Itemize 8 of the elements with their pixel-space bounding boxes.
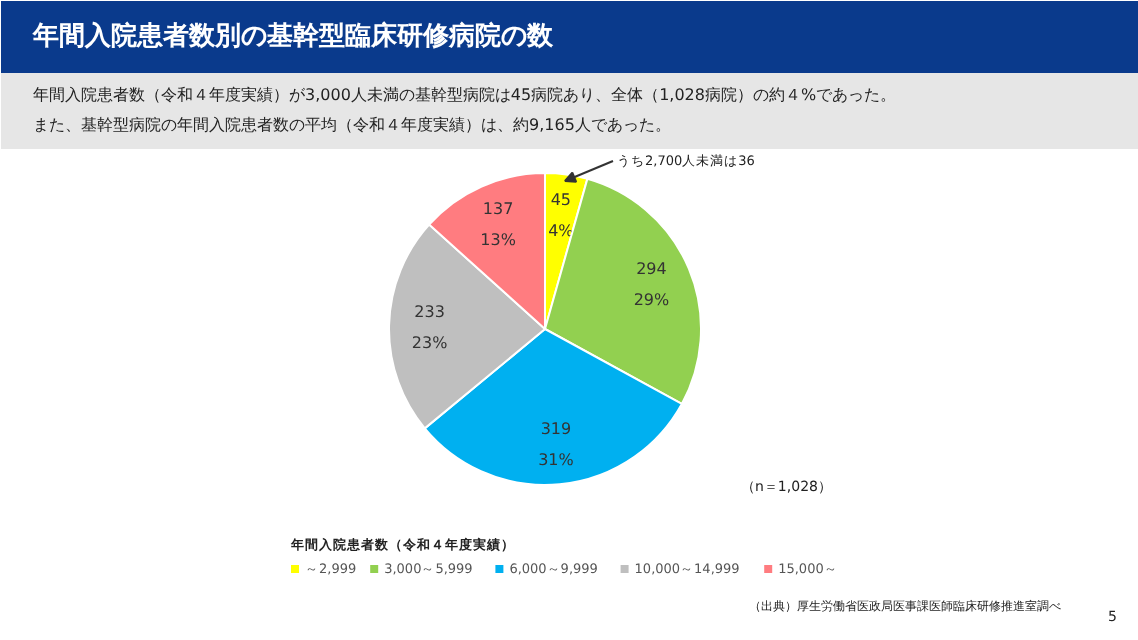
data-label: 319 31% xyxy=(538,419,575,469)
data-label: 294 29% xyxy=(633,260,671,310)
chart-subtitle: 年間入院患者数（令和４年度実績）が3,000人未満の基幹型病院は45病院あり、全体（1,028病院）の約４%であった。 xyxy=(33,86,897,104)
text: また、基幹型病院の年間入院患者数の平均（令和４年度実績）は、約9,165人であった。 xyxy=(33,116,671,134)
chart-title: 年間入院患者数別の基幹型臨床研修病院の数 xyxy=(31,20,555,52)
data-label: 137 13% xyxy=(480,199,517,249)
data-label: 45 4% xyxy=(548,190,575,240)
data-label: 233 23% xyxy=(411,302,449,352)
